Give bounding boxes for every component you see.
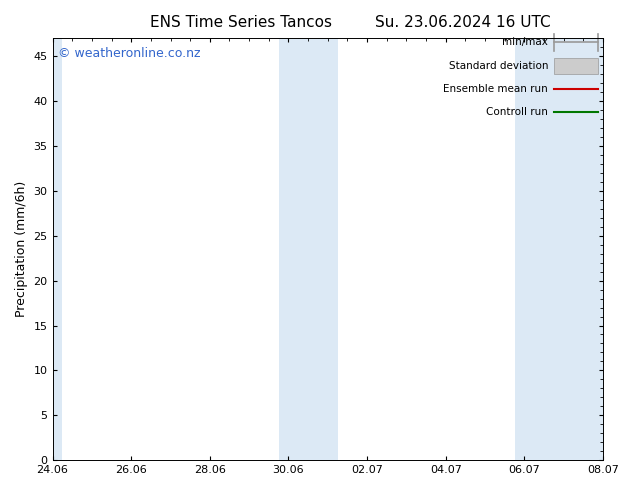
Text: Controll run: Controll run — [486, 107, 548, 117]
Text: © weatheronline.co.nz: © weatheronline.co.nz — [58, 47, 200, 60]
Text: Standard deviation: Standard deviation — [448, 61, 548, 71]
Text: min/max: min/max — [502, 38, 548, 48]
Y-axis label: Precipitation (mm/6h): Precipitation (mm/6h) — [15, 181, 28, 318]
Bar — [553, 58, 598, 74]
Bar — [51, 38, 62, 460]
Bar — [515, 38, 607, 460]
Bar — [279, 38, 338, 460]
Text: Su. 23.06.2024 16 UTC: Su. 23.06.2024 16 UTC — [375, 15, 551, 30]
Text: Ensemble mean run: Ensemble mean run — [443, 84, 548, 94]
Text: ENS Time Series Tancos: ENS Time Series Tancos — [150, 15, 332, 30]
